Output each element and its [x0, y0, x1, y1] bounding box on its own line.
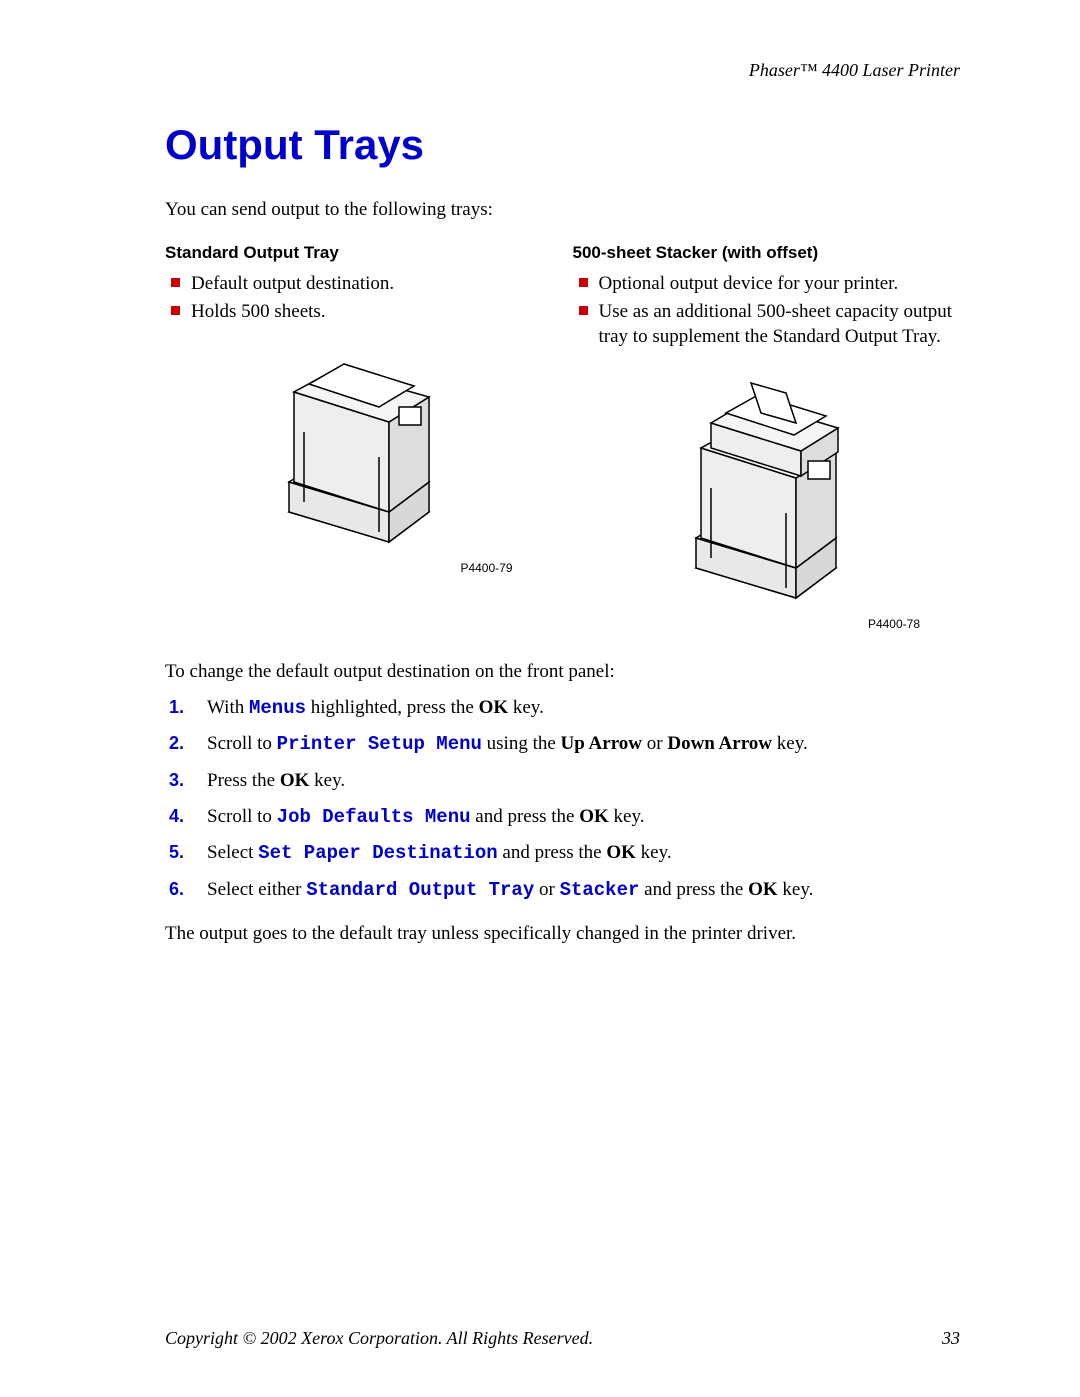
- list-item: Use as an additional 500-sheet capacity …: [573, 299, 961, 350]
- key-name: OK: [280, 770, 310, 791]
- menu-term: Stacker: [560, 879, 640, 901]
- product-name: Phaser™ 4400 Laser Printer: [749, 60, 960, 80]
- document-page: Phaser™ 4400 Laser Printer Output Trays …: [0, 0, 1080, 1397]
- menu-term: Menus: [249, 697, 306, 719]
- copyright-text: Copyright © 2002 Xerox Corporation. All …: [165, 1328, 593, 1349]
- printer-stacker-icon: [656, 368, 876, 608]
- standard-tray-heading: Standard Output Tray: [165, 243, 553, 263]
- standard-tray-bullets: Default output destination. Holds 500 sh…: [165, 271, 553, 324]
- menu-term: Job Defaults Menu: [277, 806, 471, 828]
- step-item: Scroll to Printer Setup Menu using the U…: [165, 729, 960, 759]
- key-name: Down Arrow: [667, 733, 772, 754]
- key-name: OK: [606, 842, 636, 863]
- key-name: OK: [748, 879, 778, 900]
- intro-text: You can send output to the following tra…: [165, 199, 960, 221]
- instruction-steps: With Menus highlighted, press the OK key…: [165, 693, 960, 905]
- key-name: Up Arrow: [561, 733, 642, 754]
- list-item: Optional output device for your printer.: [573, 271, 961, 297]
- key-name: OK: [479, 697, 509, 718]
- page-footer: Copyright © 2002 Xerox Corporation. All …: [165, 1328, 960, 1349]
- stacker-column: 500-sheet Stacker (with offset) Optional…: [573, 243, 961, 631]
- key-name: OK: [579, 806, 609, 827]
- standard-tray-figure: P4400-79: [165, 342, 553, 575]
- step-item: With Menus highlighted, press the OK key…: [165, 693, 960, 723]
- stacker-figure: P4400-78: [573, 368, 961, 631]
- menu-term: Set Paper Destination: [258, 842, 497, 864]
- page-header: Phaser™ 4400 Laser Printer: [165, 60, 960, 81]
- menu-term: Standard Output Tray: [306, 879, 534, 901]
- step-item: Select Set Paper Destination and press t…: [165, 838, 960, 868]
- menu-term: Printer Setup Menu: [277, 733, 482, 755]
- step-item: Scroll to Job Defaults Menu and press th…: [165, 802, 960, 832]
- tray-columns: Standard Output Tray Default output dest…: [165, 243, 960, 631]
- conclusion-text: The output goes to the default tray unle…: [165, 923, 960, 945]
- stacker-bullets: Optional output device for your printer.…: [573, 271, 961, 350]
- step-item: Press the OK key.: [165, 766, 960, 796]
- step-item: Select either Standard Output Tray or St…: [165, 875, 960, 905]
- printer-icon: [249, 342, 469, 552]
- page-title: Output Trays: [165, 121, 960, 169]
- list-item: Default output destination.: [165, 271, 553, 297]
- page-number: 33: [942, 1328, 960, 1349]
- list-item: Holds 500 sheets.: [165, 299, 553, 325]
- standard-tray-column: Standard Output Tray Default output dest…: [165, 243, 553, 631]
- figure-label: P4400-79: [165, 561, 553, 575]
- stacker-heading: 500-sheet Stacker (with offset): [573, 243, 961, 263]
- instructions-intro: To change the default output destination…: [165, 661, 960, 683]
- figure-label: P4400-78: [573, 617, 961, 631]
